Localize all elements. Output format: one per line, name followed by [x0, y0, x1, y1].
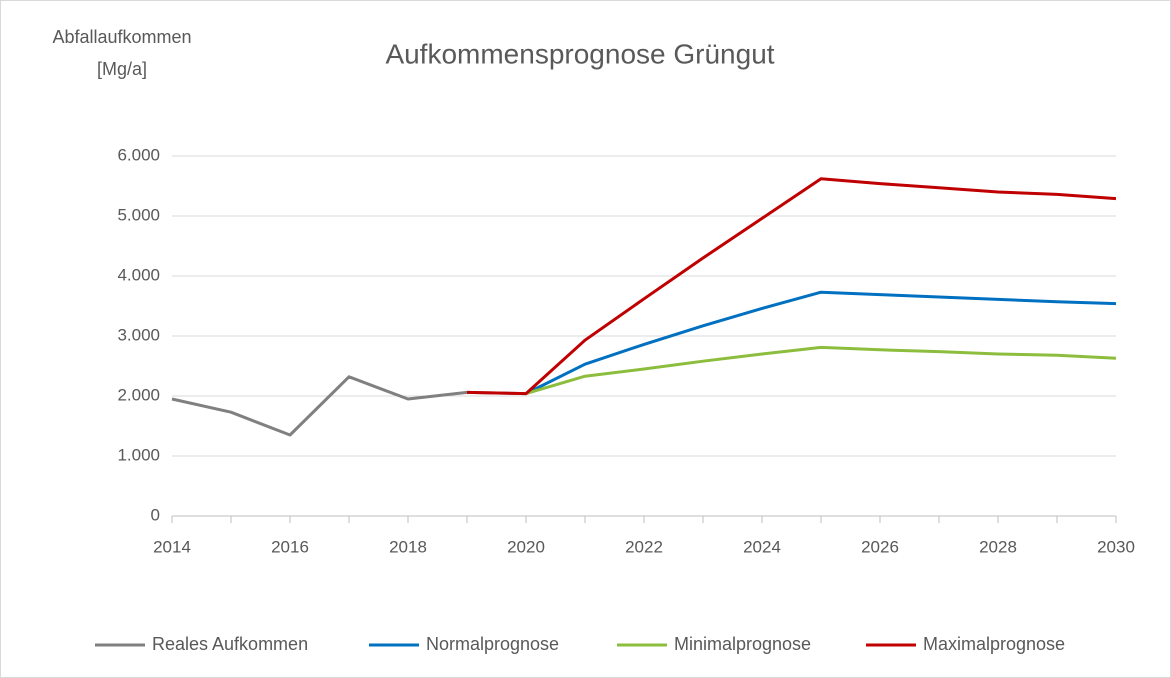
x-tick-label: 2022: [625, 537, 663, 556]
x-tick-label: 2030: [1097, 537, 1135, 556]
legend-label: Maximalprognose: [923, 634, 1065, 654]
x-tick-label: 2028: [979, 537, 1017, 556]
legend-label: Reales Aufkommen: [152, 634, 308, 654]
x-tick-label: 2014: [153, 537, 191, 556]
y-tick-label: 1.000: [117, 445, 160, 464]
series-line: [525, 290, 1117, 395]
y-tick-label: 5.000: [117, 205, 160, 224]
legend-label: Minimalprognose: [674, 634, 811, 654]
chart-title: Aufkommensprognose Grüngut: [385, 38, 774, 69]
y-tick-label: 0: [151, 505, 160, 524]
y-tick-label: 3.000: [117, 325, 160, 344]
y-axis-label: [Mg/a]: [97, 59, 147, 79]
x-tick-label: 2020: [507, 537, 545, 556]
y-tick-label: 2.000: [117, 385, 160, 404]
x-tick-label: 2026: [861, 537, 899, 556]
x-tick-label: 2024: [743, 537, 781, 556]
x-tick-label: 2016: [271, 537, 309, 556]
y-tick-label: 4.000: [117, 265, 160, 284]
series-line: [525, 345, 1117, 396]
legend-label: Normalprognose: [426, 634, 559, 654]
y-axis-label: Abfallaufkommen: [52, 27, 191, 47]
x-tick-label: 2018: [389, 537, 427, 556]
y-tick-label: 6.000: [117, 145, 160, 164]
series-line: [466, 177, 1117, 396]
